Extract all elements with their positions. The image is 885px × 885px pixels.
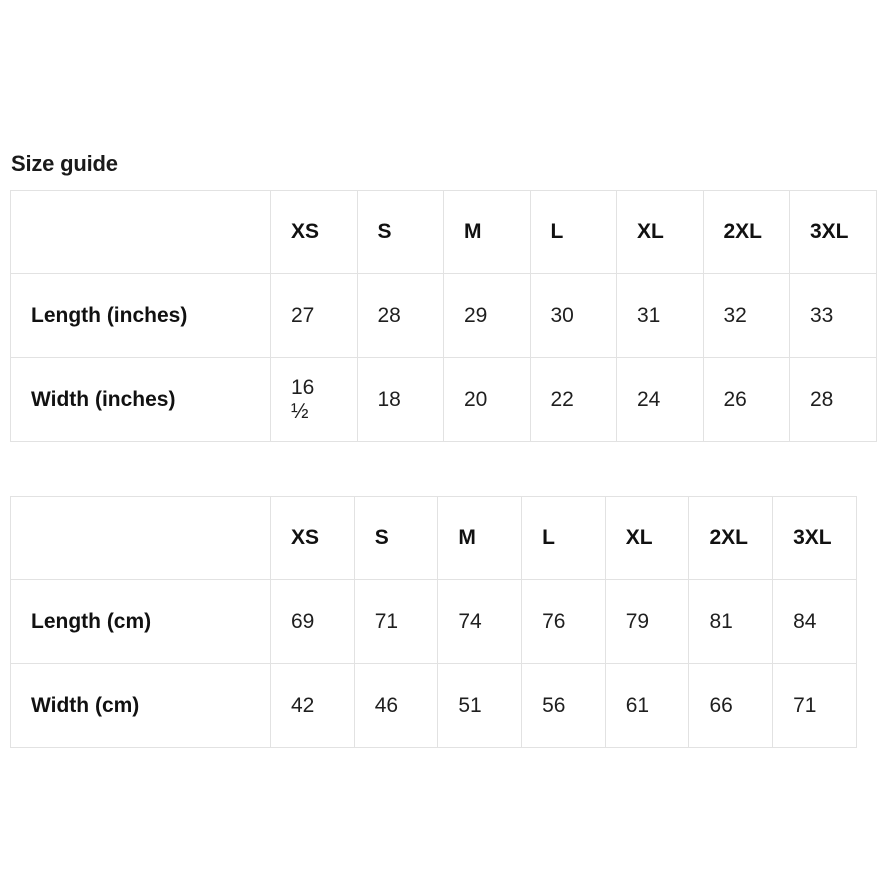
column-header-m: M bbox=[443, 190, 531, 274]
cell-width-cm-m: 51 bbox=[437, 663, 523, 748]
cell-length-inches-2xl: 32 bbox=[702, 273, 790, 358]
cell-width-inches-2xl: 26 bbox=[702, 357, 790, 442]
cell-width-cm-xs: 42 bbox=[270, 663, 355, 748]
row-label-length-cm: Length (cm) bbox=[10, 579, 271, 664]
row-label-length-inches: Length (inches) bbox=[10, 273, 271, 358]
cell-width-cm-2xl: 66 bbox=[688, 663, 774, 748]
table-row: Width (cm) 42 46 51 56 61 66 71 bbox=[10, 663, 857, 748]
cell-width-inches-3xl: 28 bbox=[789, 357, 877, 442]
column-header-xs: XS bbox=[270, 496, 355, 580]
cell-length-inches-3xl: 33 bbox=[789, 273, 877, 358]
column-header-xs: XS bbox=[270, 190, 358, 274]
column-header-2xl: 2XL bbox=[688, 496, 774, 580]
row-label-width-cm: Width (cm) bbox=[10, 663, 271, 748]
cell-width-inches-xl: 24 bbox=[616, 357, 704, 442]
column-header-3xl: 3XL bbox=[789, 190, 877, 274]
size-guide-table-cm: XS S M L XL 2XL 3XL Length (cm) 69 71 74… bbox=[10, 496, 857, 748]
table-row: Width (inches) 16 ½ 18 20 22 24 26 28 bbox=[10, 357, 877, 442]
column-header-s: S bbox=[353, 496, 439, 580]
cell-length-cm-xs: 69 bbox=[270, 579, 355, 664]
cell-width-inches-m: 20 bbox=[443, 357, 531, 442]
column-header-2xl: 2XL bbox=[702, 190, 790, 274]
cell-length-inches-l: 30 bbox=[529, 273, 617, 358]
cell-length-cm-3xl: 84 bbox=[772, 579, 857, 664]
cell-width-inches-l: 22 bbox=[529, 357, 617, 442]
cell-length-inches-m: 29 bbox=[443, 273, 531, 358]
column-header-m: M bbox=[437, 496, 523, 580]
cell-length-inches-s: 28 bbox=[356, 273, 444, 358]
cell-width-inches-s: 18 bbox=[356, 357, 444, 442]
table-header-row: XS S M L XL 2XL 3XL bbox=[10, 496, 857, 580]
column-header-l: L bbox=[521, 496, 606, 580]
cell-width-cm-xl: 61 bbox=[604, 663, 690, 748]
table-row: Length (inches) 27 28 29 30 31 32 33 bbox=[10, 273, 877, 358]
table-row: Length (cm) 69 71 74 76 79 81 84 bbox=[10, 579, 857, 664]
cell-length-inches-xs: 27 bbox=[270, 273, 358, 358]
column-header-blank bbox=[10, 190, 271, 274]
cell-length-inches-xl: 31 bbox=[616, 273, 704, 358]
row-label-width-inches: Width (inches) bbox=[10, 357, 271, 442]
column-header-blank bbox=[10, 496, 271, 580]
cell-width-cm-l: 56 bbox=[521, 663, 606, 748]
cell-length-cm-m: 74 bbox=[437, 579, 523, 664]
cell-length-cm-2xl: 81 bbox=[688, 579, 774, 664]
table-header-row: XS S M L XL 2XL 3XL bbox=[10, 190, 877, 274]
cell-width-inches-xs: 16 ½ bbox=[270, 357, 358, 442]
column-header-3xl: 3XL bbox=[772, 496, 857, 580]
cell-length-cm-xl: 79 bbox=[604, 579, 690, 664]
cell-length-cm-s: 71 bbox=[353, 579, 439, 664]
size-guide-table-inches: XS S M L XL 2XL 3XL Length (inches) 27 2… bbox=[10, 190, 877, 442]
column-header-xl: XL bbox=[604, 496, 690, 580]
column-header-xl: XL bbox=[616, 190, 704, 274]
page-title: Size guide bbox=[11, 151, 118, 177]
cell-width-cm-3xl: 71 bbox=[772, 663, 857, 748]
column-header-s: S bbox=[356, 190, 444, 274]
column-header-l: L bbox=[529, 190, 617, 274]
cell-width-cm-s: 46 bbox=[353, 663, 439, 748]
cell-length-cm-l: 76 bbox=[521, 579, 606, 664]
